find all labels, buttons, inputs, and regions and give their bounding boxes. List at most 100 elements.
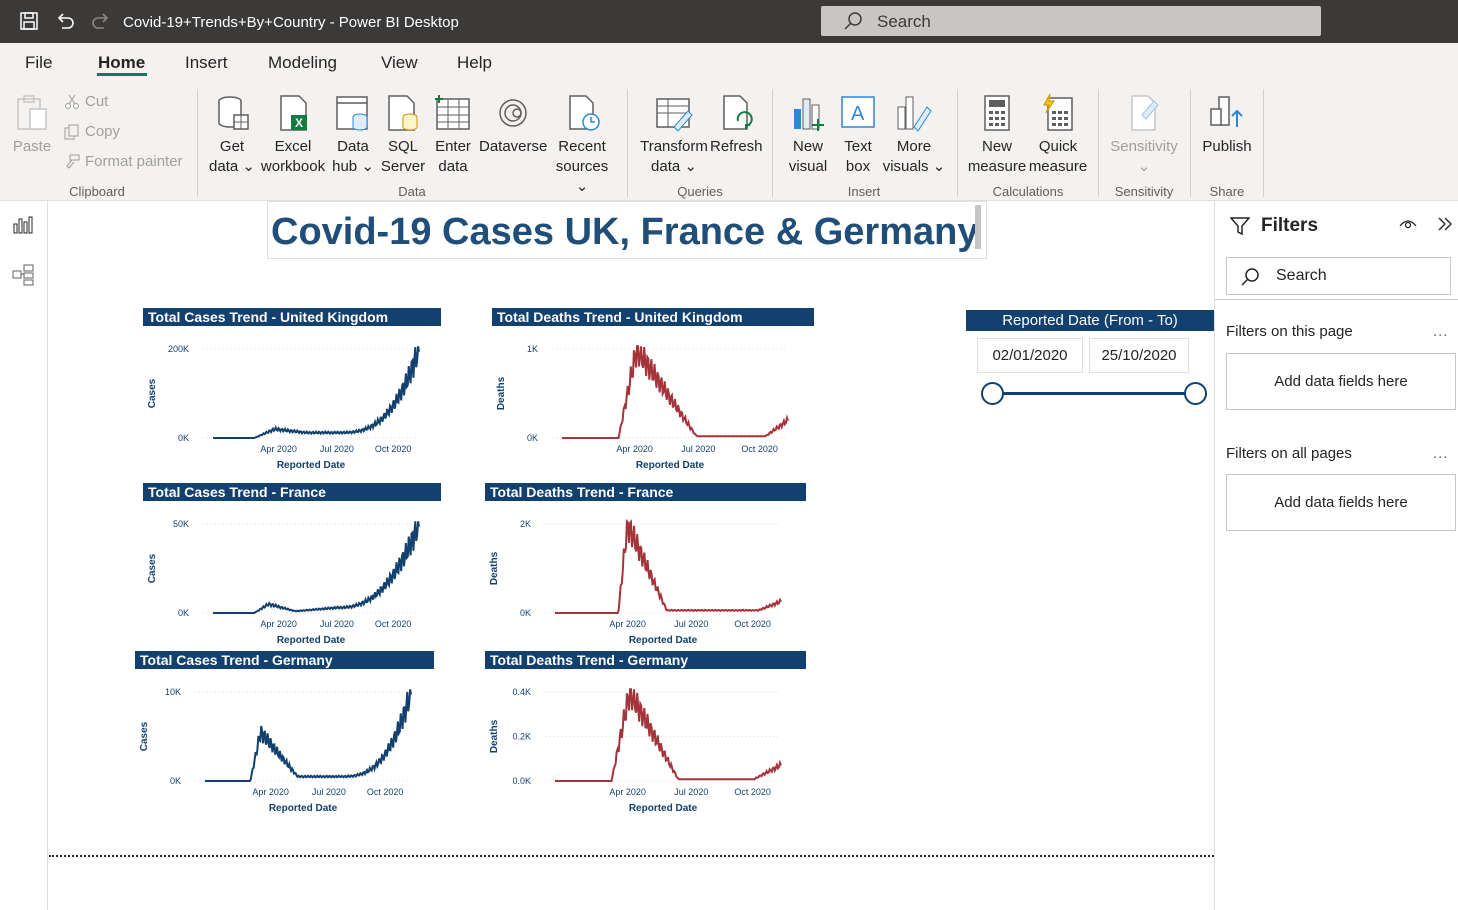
chart-header-de-cases: Total Cases Trend - Germany	[135, 651, 434, 669]
svg-text:X: X	[295, 116, 303, 130]
menu-help[interactable]: Help	[457, 53, 492, 72]
chevron-down-icon: ⌄	[1137, 158, 1151, 175]
page-filters-more-button[interactable]: ...	[1433, 323, 1449, 340]
page-boundary	[49, 855, 1214, 857]
title-textbox[interactable]	[267, 201, 987, 259]
y-tick-label: 200K	[168, 344, 189, 354]
get-data-label-2: data	[209, 158, 239, 175]
calculations-group-label: Calculations	[992, 184, 1064, 199]
paste-button[interactable]: Paste	[10, 93, 54, 157]
date-to-input[interactable]: 25/10/2020	[1089, 338, 1189, 373]
quick-measure-button[interactable]: Quick measure	[1028, 93, 1088, 177]
more-visuals-label-1: More	[896, 138, 932, 155]
x-axis-label: Reported Date	[629, 635, 698, 646]
series-line	[555, 688, 782, 782]
svg-text:A: A	[851, 103, 865, 125]
eye-icon[interactable]	[1399, 218, 1417, 230]
refresh-button[interactable]: Refresh	[710, 93, 763, 157]
y-tick-label: 0.4K	[512, 687, 531, 697]
transform-data-button[interactable]: Transform data ⌄	[638, 93, 710, 177]
search-icon	[1241, 268, 1259, 286]
all-filters-drop-zone[interactable]: Add data fields here	[1226, 474, 1456, 531]
x-tick-label: Jul 2020	[674, 619, 708, 629]
date-slider-start-handle[interactable]	[981, 382, 1004, 405]
menu-view[interactable]: View	[381, 53, 418, 72]
copy-button[interactable]: Copy	[64, 123, 120, 140]
paste-label: Paste	[12, 138, 52, 155]
sensitivity-button[interactable]: Sensitivity ⌄	[1108, 93, 1180, 177]
y-axis-label: Cases	[147, 378, 158, 408]
series-line	[213, 521, 420, 614]
series-line	[205, 689, 412, 782]
new-measure-button[interactable]: New measure	[966, 93, 1028, 177]
menu-file[interactable]: File	[25, 53, 53, 72]
line-chart-uk-deaths[interactable]: Deaths 1K 0K Apr 2020 Jul 2020 Oct 2020 Report…	[492, 331, 802, 474]
x-axis-label: Reported Date	[636, 460, 705, 471]
publish-button[interactable]: Publish	[1200, 93, 1254, 157]
more-visuals-button[interactable]: More visuals ⌄	[882, 93, 946, 177]
search-box[interactable]: Search	[821, 6, 1321, 36]
data-hub-button[interactable]: Data hub ⌄	[330, 93, 376, 177]
x-tick-label: Apr 2020	[609, 619, 646, 629]
y-tick-label: 0K	[178, 433, 189, 443]
database-icon	[218, 96, 249, 130]
menu-home[interactable]: Home	[98, 53, 146, 72]
dataverse-label: Dataverse	[479, 138, 548, 155]
share-group-label: Share	[1209, 184, 1245, 199]
all-filters-more-button[interactable]: ...	[1433, 445, 1449, 462]
sql-server-button[interactable]: SQL Server	[380, 93, 426, 177]
x-tick-label: Jul 2020	[320, 619, 354, 629]
date-from-input[interactable]: 02/01/2020	[977, 338, 1083, 373]
line-chart-fr-deaths[interactable]: Deaths 2K 0K Apr 2020 Jul 2020 Oct 2020 Report…	[485, 506, 795, 649]
model-view-icon[interactable]	[12, 264, 34, 286]
dataverse-button[interactable]: Dataverse	[479, 93, 547, 157]
data-group-label: Data	[398, 184, 426, 199]
y-tick-label: 0K	[527, 433, 538, 443]
new-measure-label-1: New	[981, 138, 1012, 155]
ribbon-separator	[1098, 89, 1099, 197]
excel-workbook-button[interactable]: X Excel workbook	[258, 93, 328, 177]
report-view-icon[interactable]	[13, 216, 33, 234]
redo-icon[interactable]	[90, 10, 112, 32]
ribbon-separator	[1263, 89, 1264, 197]
new-visual-button[interactable]: New visual	[784, 93, 832, 177]
collapse-pane-icon[interactable]	[1437, 216, 1453, 232]
cut-button[interactable]: Cut	[64, 93, 108, 110]
y-axis-label: Cases	[147, 553, 158, 583]
filter-icon	[1230, 217, 1250, 235]
get-data-button[interactable]: Get data ⌄	[206, 93, 258, 177]
menu-bar: File Home Insert Modeling View Help	[0, 43, 1458, 85]
text-box-label-2: box	[845, 158, 871, 175]
line-chart-de-deaths[interactable]: Deaths 0.4K 0.2K 0.0K Apr 2020 Jul 2020 Oct 20…	[485, 674, 795, 817]
chart-header-uk-deaths: Total Deaths Trend - United Kingdom	[492, 308, 814, 326]
enter-data-button[interactable]: Enter data	[430, 93, 476, 177]
filters-search-placeholder: Search	[1276, 267, 1327, 284]
date-slider-track[interactable]	[993, 392, 1195, 395]
undo-icon[interactable]	[54, 10, 76, 32]
series-line	[213, 346, 420, 439]
recent-sources-button[interactable]: Recent sources ⌄	[550, 93, 614, 197]
chevron-down-icon: ⌄	[242, 158, 255, 175]
filters-search-input[interactable]: Search	[1226, 257, 1451, 295]
menu-insert[interactable]: Insert	[185, 53, 228, 72]
line-chart-uk-cases[interactable]: Cases 200K 0K Apr 2020 Jul 2020 Oct 2020 Repor…	[143, 331, 433, 474]
textbox-scrollbar[interactable]	[975, 205, 981, 249]
menu-modeling[interactable]: Modeling	[268, 53, 337, 72]
text-box-label-1: Text	[844, 138, 872, 155]
title-bar: Covid-19+Trends+By+Country - Power BI De…	[0, 0, 1458, 43]
line-chart-fr-cases[interactable]: Cases 50K 0K Apr 2020 Jul 2020 Oct 2020 Report…	[143, 506, 433, 649]
date-slider-end-handle[interactable]	[1184, 382, 1207, 405]
save-icon[interactable]	[18, 10, 40, 32]
series-line	[562, 345, 789, 439]
sql-server-icon	[388, 95, 418, 131]
line-chart-de-cases[interactable]: Cases 10K 0K Apr 2020 Jul 2020 Oct 2020 Report…	[135, 674, 425, 817]
chart-header-de-deaths: Total Deaths Trend - Germany	[485, 651, 806, 669]
slicer-header: Reported Date (From - To)	[966, 310, 1214, 331]
table-icon	[435, 95, 470, 130]
page-filters-drop-zone[interactable]: Add data fields here	[1226, 353, 1456, 410]
y-tick-label: 0.2K	[512, 732, 531, 742]
filters-divider	[1215, 299, 1458, 300]
format-painter-button[interactable]: Format painter	[64, 153, 183, 170]
text-box-button[interactable]: A Text box	[836, 93, 880, 177]
transform-label-1: Transform	[640, 138, 708, 155]
